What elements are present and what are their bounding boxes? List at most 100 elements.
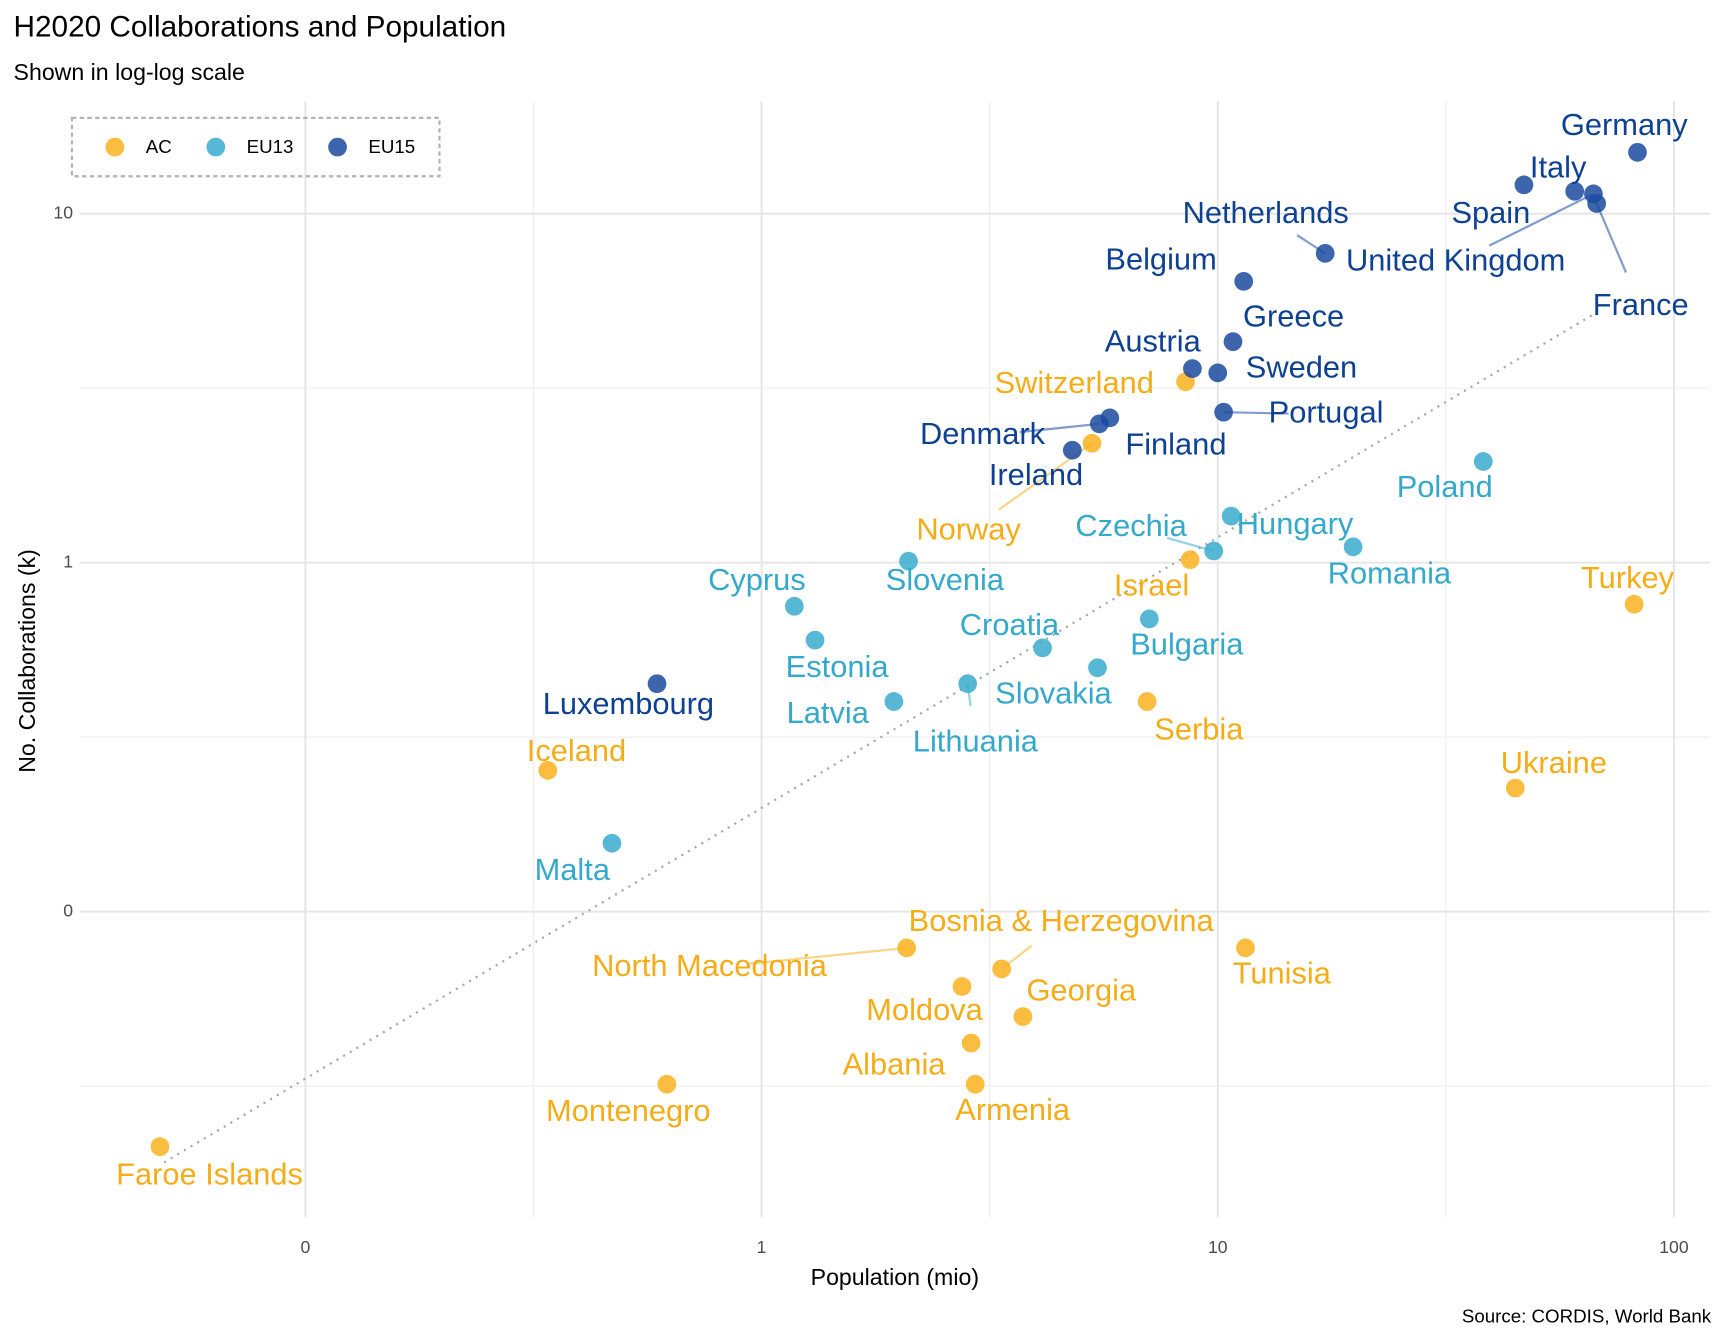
y-axis-title: No. Collaborations (k) bbox=[14, 549, 40, 773]
data-label: Bulgaria bbox=[1130, 627, 1244, 662]
data-point bbox=[1514, 175, 1534, 195]
data-label: Luxembourg bbox=[543, 686, 714, 721]
data-point bbox=[1221, 506, 1241, 526]
data-label: Bosnia & Herzegovina bbox=[909, 903, 1215, 938]
data-point bbox=[1505, 778, 1525, 798]
data-label: Turkey bbox=[1581, 560, 1675, 595]
data-point bbox=[1082, 433, 1102, 453]
data-point bbox=[992, 959, 1012, 979]
data-point bbox=[1565, 181, 1585, 201]
data-label: Norway bbox=[916, 511, 1021, 546]
data-label: Belgium bbox=[1105, 242, 1216, 277]
data-point bbox=[1180, 550, 1200, 570]
chart-subtitle: Shown in log-log scale bbox=[14, 59, 245, 85]
data-label: United Kingdom bbox=[1346, 242, 1565, 277]
data-point bbox=[784, 596, 804, 616]
data-label: Romania bbox=[1328, 556, 1452, 591]
data-label: Ireland bbox=[989, 457, 1083, 492]
data-point bbox=[1208, 363, 1228, 383]
data-label: France bbox=[1593, 287, 1689, 322]
legend: AC EU13 EU15 bbox=[70, 116, 441, 178]
data-point bbox=[965, 1074, 985, 1094]
data-point bbox=[538, 760, 558, 780]
data-label: Ukraine bbox=[1501, 745, 1607, 780]
legend-box bbox=[70, 116, 441, 178]
data-label: Faroe Islands bbox=[116, 1157, 303, 1192]
data-label: Croatia bbox=[960, 607, 1060, 642]
data-point bbox=[1315, 244, 1335, 263]
data-label: Portugal bbox=[1269, 395, 1384, 430]
data-label: Poland bbox=[1397, 469, 1493, 504]
data-point bbox=[1100, 408, 1120, 428]
y-tick-label: 1 bbox=[63, 551, 73, 571]
data-point bbox=[1013, 1007, 1033, 1027]
data-point bbox=[1234, 272, 1254, 291]
data-point bbox=[899, 551, 918, 571]
data-point bbox=[1343, 537, 1363, 557]
data-point bbox=[647, 674, 667, 694]
x-tick-label: 1 bbox=[757, 1237, 767, 1257]
data-point bbox=[150, 1137, 170, 1157]
data-point bbox=[1587, 194, 1607, 213]
data-point bbox=[1183, 359, 1202, 378]
data-label: North Macedonia bbox=[592, 948, 828, 983]
y-tick-label: 0 bbox=[63, 900, 73, 920]
data-label: Albania bbox=[843, 1046, 947, 1081]
data-point bbox=[1628, 142, 1647, 162]
data-point bbox=[657, 1074, 677, 1094]
data-label: Hungary bbox=[1237, 506, 1354, 541]
legend-marker bbox=[105, 137, 125, 157]
data-label: Switzerland bbox=[995, 365, 1154, 400]
data-label: Malta bbox=[535, 852, 611, 887]
data-label: Moldova bbox=[866, 992, 983, 1027]
leader-line bbox=[1223, 411, 1289, 415]
data-label: Germany bbox=[1561, 107, 1688, 142]
leader-line bbox=[1019, 422, 1100, 434]
caption: Source: CORDIS, World Bank bbox=[1462, 1305, 1712, 1326]
plot-area: Switzerland Norway Israel Turkey Serbia Icela… bbox=[116, 107, 1689, 1191]
data-label: Iceland bbox=[527, 733, 626, 768]
data-point bbox=[1033, 638, 1052, 658]
data-label: Slovenia bbox=[886, 562, 1005, 597]
data-point bbox=[602, 833, 622, 853]
data-label: Lithuania bbox=[913, 723, 1039, 758]
data-point bbox=[1236, 938, 1255, 958]
data-label: Serbia bbox=[1154, 711, 1244, 746]
data-label: Cyprus bbox=[708, 562, 806, 597]
data-point bbox=[961, 1033, 981, 1053]
x-axis-title: Population (mio) bbox=[811, 1264, 979, 1290]
data-label: Greece bbox=[1243, 299, 1344, 334]
data-label: Netherlands bbox=[1183, 195, 1349, 230]
x-tick-label: 10 bbox=[1208, 1237, 1228, 1257]
legend-label: EU15 bbox=[368, 136, 415, 157]
data-point bbox=[952, 977, 972, 996]
data-label: Estonia bbox=[786, 649, 890, 684]
data-point bbox=[1062, 440, 1082, 460]
leader-line bbox=[1595, 203, 1628, 274]
data-label: Slovakia bbox=[995, 675, 1112, 710]
data-point bbox=[1473, 452, 1493, 471]
data-label: Armenia bbox=[955, 1092, 1071, 1127]
data-label: Sweden bbox=[1246, 350, 1357, 385]
legend-label: EU13 bbox=[247, 136, 294, 157]
data-point bbox=[805, 630, 825, 650]
data-point bbox=[1088, 658, 1107, 678]
data-label: Tunisia bbox=[1233, 956, 1332, 991]
data-point bbox=[1204, 541, 1224, 561]
legend-label: AC bbox=[146, 136, 172, 157]
data-label: Czechia bbox=[1075, 508, 1187, 543]
leader-line bbox=[746, 946, 907, 966]
data-point bbox=[1214, 402, 1233, 422]
reference-line bbox=[163, 311, 1599, 1164]
chart-title: H2020 Collaborations and Population bbox=[14, 11, 507, 44]
data-label: Austria bbox=[1105, 323, 1202, 358]
legend-marker bbox=[206, 137, 226, 157]
data-label: Georgia bbox=[1026, 973, 1137, 1008]
data-point bbox=[1137, 692, 1157, 711]
data-label: Latvia bbox=[787, 695, 870, 730]
data-point bbox=[1624, 594, 1644, 614]
x-tick-label: 0 bbox=[300, 1237, 310, 1257]
data-point bbox=[1223, 332, 1243, 352]
data-point bbox=[958, 674, 978, 694]
